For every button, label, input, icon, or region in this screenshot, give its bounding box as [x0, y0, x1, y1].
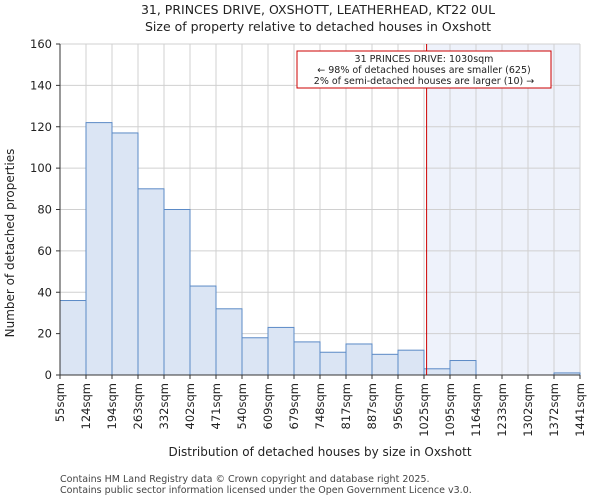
histogram-bar [85, 122, 113, 376]
x-tick-label: 609sqm [261, 383, 275, 429]
x-tick-label: 471sqm [209, 383, 223, 429]
histogram-bar [111, 132, 139, 376]
x-tick-label: 540sqm [235, 383, 249, 429]
y-tick-label: 140 [30, 78, 52, 92]
histogram-bar [423, 368, 451, 376]
annotation-line-1: 31 PRINCES DRIVE: 1030sqm [355, 54, 494, 65]
histogram-bar [163, 209, 191, 376]
x-tick-label: 263sqm [131, 383, 145, 429]
y-tick-label: 100 [30, 161, 52, 175]
histogram-bar [449, 360, 477, 376]
annotation-box: 31 PRINCES DRIVE: 1030sqm ← 98% of detac… [296, 50, 552, 89]
x-tick-label: 332sqm [157, 383, 171, 429]
x-tick-label: 1302sqm [521, 383, 535, 437]
x-tick-label: 1164sqm [469, 383, 483, 437]
annotation-line-2: ← 98% of detached houses are smaller (62… [317, 65, 530, 76]
x-tick-label: 1441sqm [573, 383, 587, 437]
histogram-bar [267, 326, 295, 376]
x-tick-label: 124sqm [79, 383, 93, 429]
histogram-bar [345, 343, 373, 376]
y-tick-label: 120 [30, 120, 52, 134]
y-axis-label: Number of detached properties [3, 149, 17, 338]
y-tick-label: 80 [37, 203, 52, 217]
annotation-line-3: 2% of semi-detached houses are larger (1… [314, 76, 534, 87]
x-tick-label: 679sqm [287, 383, 301, 429]
x-tick-label: 194sqm [105, 383, 119, 429]
footer-credit-2: Contains public sector information licen… [60, 485, 472, 496]
y-tick-label: 20 [37, 327, 52, 341]
histogram-bar [397, 349, 425, 376]
chart-title-line1: 31, PRINCES DRIVE, OXSHOTT, LEATHERHEAD,… [141, 2, 495, 17]
chart-title-line2: Size of property relative to detached ho… [145, 19, 491, 34]
x-tick-label: 1372sqm [547, 383, 561, 437]
y-tick-label: 40 [37, 285, 52, 299]
x-tick-label: 402sqm [183, 383, 197, 429]
histogram-bar [215, 308, 243, 376]
x-tick-label: 1025sqm [417, 383, 431, 437]
y-tick-label: 160 [30, 37, 52, 51]
x-tick-label: 956sqm [391, 383, 405, 429]
histogram-bar [371, 353, 399, 376]
x-tick-label: 1095sqm [443, 383, 457, 437]
x-axis-label: Distribution of detached houses by size … [168, 445, 471, 459]
x-tick-label: 1233sqm [495, 383, 509, 437]
footer-credit-1: Contains HM Land Registry data © Crown c… [60, 474, 430, 485]
x-tick-label: 748sqm [313, 383, 327, 429]
histogram-bar [319, 351, 347, 376]
x-tick-label: 55sqm [53, 383, 67, 422]
y-tick-label: 60 [37, 244, 52, 258]
histogram-bar [189, 285, 217, 376]
x-tick-label: 887sqm [365, 383, 379, 429]
histogram-bar [293, 341, 321, 376]
histogram-bar [241, 337, 269, 376]
x-tick-label: 817sqm [339, 383, 353, 429]
histogram-bar [59, 300, 87, 376]
y-tick-label: 0 [45, 368, 52, 382]
histogram-bar [137, 188, 165, 376]
